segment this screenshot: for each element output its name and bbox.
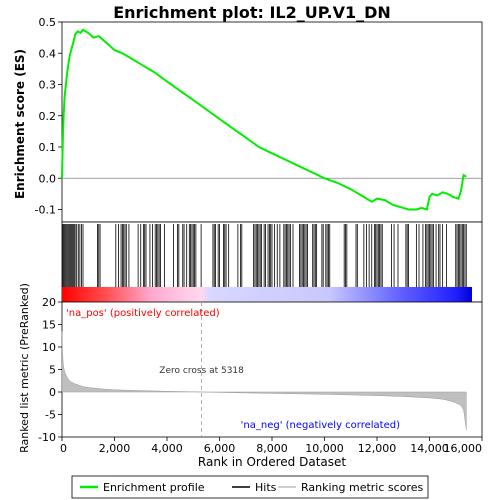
x-axis-label: Rank in Ordered Dataset	[198, 455, 346, 469]
x-tick-label: 8,000	[256, 442, 288, 455]
chart-title: Enrichment plot: IL2_UP.V1_DN	[113, 3, 391, 22]
metric-y-tick-label: 20	[42, 296, 56, 309]
es-y-tick-label: 0.5	[39, 16, 57, 29]
x-tick-label: 12,000	[358, 442, 397, 455]
legend-item-enrichment: Enrichment profile	[80, 481, 205, 494]
neg-correlated-label: 'na_neg' (negatively correlated)	[241, 420, 400, 431]
es-y-axis: 0.5 0.4 0.3 0.2 0.1 0.0 -0.1	[35, 16, 62, 217]
x-tick-label: 14,000	[410, 442, 449, 455]
es-y-tick-label: 0.1	[39, 141, 57, 154]
es-y-tick-label: 0.2	[39, 110, 57, 123]
ranking-metric-area	[61, 331, 467, 431]
metric-y-axis: 20 15 10 5 0 -5 -10	[38, 296, 62, 444]
es-y-tick-label: 0.3	[39, 79, 57, 92]
metric-y-tick-label: 5	[49, 364, 56, 377]
legend-item-metric: Ranking metric scores	[278, 481, 423, 494]
x-tick-label: 16,000	[444, 442, 483, 455]
metric-y-tick-label: -5	[45, 409, 56, 422]
x-tick-label: 6,000	[204, 442, 236, 455]
metric-y-tick-label: 10	[42, 341, 56, 354]
es-y-tick-label: 0.0	[39, 172, 57, 185]
metric-y-tick-label: -10	[38, 431, 56, 444]
x-tick-label: 4,000	[151, 442, 183, 455]
svg-text:Ranking metric scores: Ranking metric scores	[301, 481, 423, 494]
legend-item-hits: Hits	[232, 481, 277, 494]
metric-y-axis-label: Ranked list metric (PreRanked)	[18, 283, 31, 453]
svg-text:Enrichment profile: Enrichment profile	[103, 481, 205, 494]
x-tick-label: 10,000	[305, 442, 344, 455]
ranking-color-bar	[62, 287, 472, 302]
es-y-tick-label: 0.4	[39, 47, 57, 60]
es-panel-frame	[61, 21, 483, 223]
pos-correlated-label: 'na_pos' (positively correlated)	[66, 308, 220, 319]
metric-y-tick-label: 15	[42, 319, 56, 332]
x-tick-label: 2,000	[99, 442, 131, 455]
zero-cross-label: Zero cross at 5318	[159, 366, 244, 376]
metric-y-tick-label: 0	[49, 386, 56, 399]
svg-text:Hits: Hits	[255, 481, 277, 494]
enrichment-profile-line	[61, 28, 467, 211]
metric-panel-frame	[61, 301, 483, 438]
x-axis: 0 2,000 4,000 6,000 8,000 10,000 12,000 14,0001…	[60, 437, 483, 455]
hit-markers	[62, 224, 467, 287]
x-tick-label: 0	[60, 442, 67, 455]
es-y-axis-label: Enrichment score (ES)	[13, 49, 27, 199]
es-y-tick-label: -0.1	[35, 204, 56, 217]
